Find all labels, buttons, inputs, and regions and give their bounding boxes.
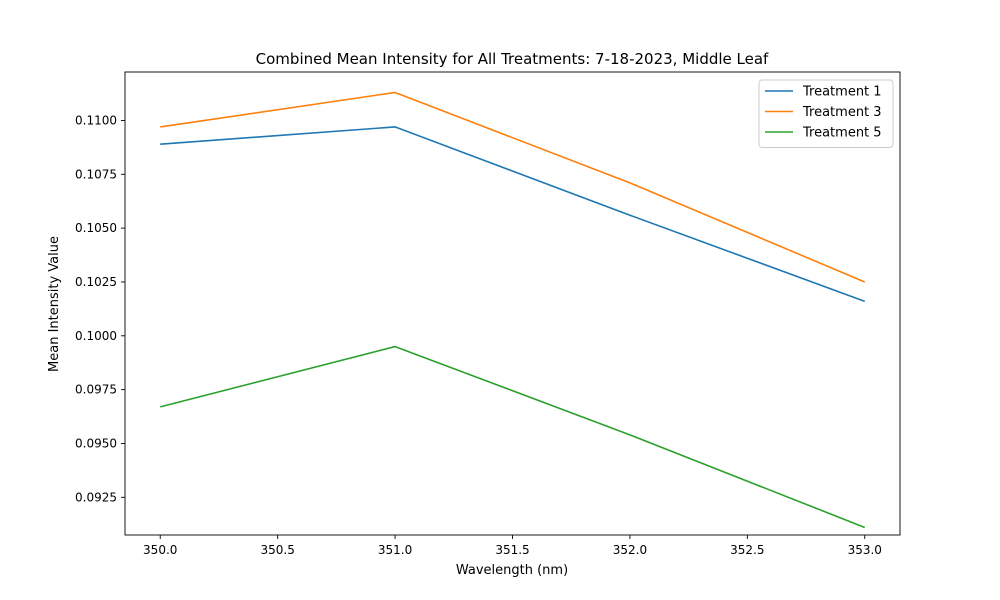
- chart-title: Combined Mean Intensity for All Treatmen…: [256, 50, 769, 68]
- x-axis-label: Wavelength (nm): [456, 563, 568, 578]
- series-line-3: [160, 345, 866, 529]
- y-tick-label: 0.1050: [75, 221, 117, 235]
- legend-box: [758, 79, 894, 148]
- x-tick-label: 353.0: [848, 543, 882, 557]
- y-tick-label: 0.1000: [75, 329, 117, 343]
- series-line-1: [160, 126, 866, 303]
- x-tick-label: 350.5: [260, 543, 294, 557]
- y-tick-label: 0.0975: [75, 383, 117, 397]
- legend-entry-1: Treatment 1: [802, 85, 882, 100]
- plot-area: 350.0 350.5 351.0 351.5 352.0 352.5 353.0 0.092…: [75, 71, 901, 557]
- y-tick-label: 0.1025: [75, 275, 117, 289]
- x-tick-label: 352.0: [613, 543, 647, 557]
- legend: Treatment 1 Treatment 3 Treatment 5: [758, 79, 894, 148]
- x-tick-label: 352.5: [730, 543, 764, 557]
- y-tick-label: 0.0925: [75, 490, 117, 504]
- x-tick-label: 351.0: [378, 543, 412, 557]
- x-tick-label: 351.5: [495, 543, 529, 557]
- legend-entry-3: Treatment 5: [802, 126, 882, 141]
- y-axis-label: Mean Intensity Value: [47, 236, 62, 372]
- y-tick-label: 0.1075: [75, 167, 117, 181]
- y-tick-label: 0.1100: [75, 113, 117, 127]
- x-tick-label: 350.0: [143, 543, 177, 557]
- legend-entry-2: Treatment 3: [802, 105, 882, 120]
- y-tick-label: 0.0950: [75, 436, 117, 450]
- series-line-2: [160, 91, 866, 283]
